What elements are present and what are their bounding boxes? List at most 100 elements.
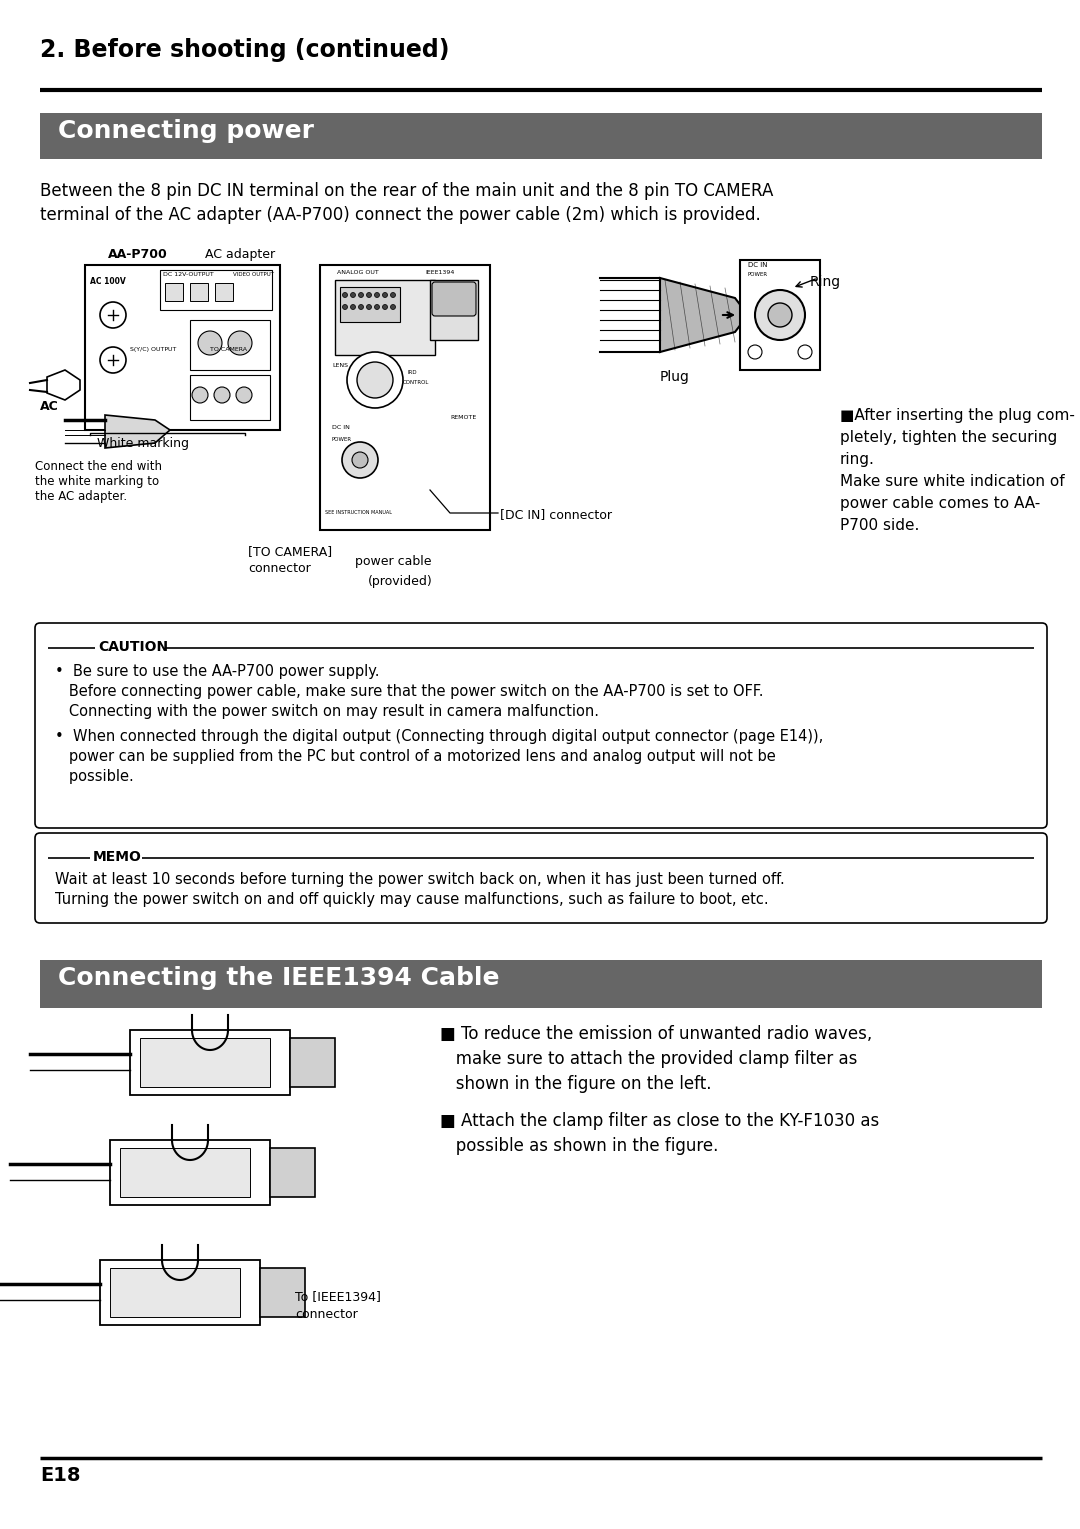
Text: ANALOG OUT: ANALOG OUT bbox=[337, 271, 379, 275]
Text: 2. Before shooting (continued): 2. Before shooting (continued) bbox=[40, 38, 449, 63]
Text: S(Y/C) OUTPUT: S(Y/C) OUTPUT bbox=[130, 347, 176, 352]
Text: AC: AC bbox=[40, 401, 58, 413]
Circle shape bbox=[768, 303, 792, 327]
Text: the AC adapter.: the AC adapter. bbox=[35, 489, 127, 503]
Text: make sure to attach the provided clamp filter as: make sure to attach the provided clamp f… bbox=[440, 1050, 858, 1067]
Text: Plug: Plug bbox=[660, 370, 690, 384]
Bar bbox=[215, 283, 233, 301]
Text: Before connecting power cable, make sure that the power switch on the AA-P700 is: Before connecting power cable, make sure… bbox=[55, 683, 764, 699]
Text: POWER: POWER bbox=[748, 272, 768, 277]
Text: AC adapter: AC adapter bbox=[205, 248, 275, 261]
Text: shown in the figure on the left.: shown in the figure on the left. bbox=[440, 1075, 712, 1093]
Polygon shape bbox=[660, 278, 748, 352]
Circle shape bbox=[192, 387, 208, 404]
Text: E18: E18 bbox=[40, 1466, 81, 1485]
Text: Wait at least 10 seconds before turning the power switch back on, when it has ju: Wait at least 10 seconds before turning … bbox=[55, 872, 785, 887]
Text: REMOTE: REMOTE bbox=[450, 414, 476, 420]
Text: Between the 8 pin DC IN terminal on the rear of the main unit and the 8 pin TO C: Between the 8 pin DC IN terminal on the … bbox=[40, 182, 773, 200]
Bar bbox=[100, 1260, 260, 1326]
Bar bbox=[120, 1148, 249, 1197]
Text: Connecting with the power switch on may result in camera malfunction.: Connecting with the power switch on may … bbox=[55, 703, 599, 719]
Circle shape bbox=[100, 347, 126, 373]
Text: White marking: White marking bbox=[97, 437, 189, 450]
Circle shape bbox=[347, 352, 403, 408]
Circle shape bbox=[391, 292, 395, 298]
Circle shape bbox=[342, 304, 348, 309]
Bar bbox=[40, 113, 1042, 159]
FancyBboxPatch shape bbox=[35, 622, 1047, 829]
Circle shape bbox=[359, 292, 364, 298]
Text: power cable comes to AA-: power cable comes to AA- bbox=[840, 495, 1040, 511]
Text: [TO CAMERA]: [TO CAMERA] bbox=[248, 544, 333, 558]
Circle shape bbox=[342, 292, 348, 298]
Text: terminal of the AC adapter (AA-P700) connect the power cable (2m) which is provi: terminal of the AC adapter (AA-P700) con… bbox=[40, 206, 760, 225]
Text: P700 side.: P700 side. bbox=[840, 518, 919, 534]
Text: MEMO: MEMO bbox=[93, 850, 141, 864]
Text: AC 100V: AC 100V bbox=[90, 277, 125, 286]
Bar bbox=[130, 1031, 291, 1095]
Text: Connecting power: Connecting power bbox=[58, 119, 314, 144]
Circle shape bbox=[237, 387, 252, 404]
Circle shape bbox=[100, 303, 126, 329]
Bar bbox=[40, 960, 1042, 1008]
Bar bbox=[140, 1038, 270, 1087]
Bar bbox=[320, 265, 490, 531]
Text: pletely, tighten the securing: pletely, tighten the securing bbox=[840, 430, 1057, 445]
Circle shape bbox=[375, 292, 379, 298]
Circle shape bbox=[214, 387, 230, 404]
Circle shape bbox=[351, 304, 355, 309]
Text: ■ To reduce the emission of unwanted radio waves,: ■ To reduce the emission of unwanted rad… bbox=[440, 1024, 873, 1043]
Circle shape bbox=[198, 330, 222, 355]
Text: connector: connector bbox=[295, 1307, 357, 1321]
Text: ■ Attach the clamp filter as close to the KY-F1030 as: ■ Attach the clamp filter as close to th… bbox=[440, 1112, 879, 1130]
Text: CAUTION: CAUTION bbox=[98, 641, 168, 654]
Circle shape bbox=[382, 304, 388, 309]
Text: Turning the power switch on and off quickly may cause malfunctions, such as fail: Turning the power switch on and off quic… bbox=[55, 891, 769, 907]
Bar bbox=[270, 1148, 315, 1197]
Bar bbox=[165, 283, 183, 301]
Text: DC IN: DC IN bbox=[332, 425, 350, 430]
Circle shape bbox=[366, 304, 372, 309]
Bar bbox=[190, 375, 270, 420]
Circle shape bbox=[798, 346, 812, 359]
Circle shape bbox=[755, 291, 805, 339]
Circle shape bbox=[748, 346, 762, 359]
Text: possible as shown in the figure.: possible as shown in the figure. bbox=[440, 1138, 718, 1154]
Text: Connecting the IEEE1394 Cable: Connecting the IEEE1394 Cable bbox=[58, 966, 499, 989]
Text: TO CAMERA: TO CAMERA bbox=[210, 347, 247, 352]
Text: IRD: IRD bbox=[408, 370, 418, 375]
Text: AA-P700: AA-P700 bbox=[108, 248, 167, 261]
Circle shape bbox=[351, 292, 355, 298]
Text: (provided): (provided) bbox=[368, 575, 433, 589]
Bar bbox=[260, 1268, 305, 1316]
Text: the white marking to: the white marking to bbox=[35, 476, 159, 488]
Bar bbox=[110, 1268, 240, 1316]
Bar bbox=[160, 271, 272, 310]
Circle shape bbox=[357, 362, 393, 398]
Text: IEEE1394: IEEE1394 bbox=[426, 271, 455, 275]
Circle shape bbox=[375, 304, 379, 309]
Polygon shape bbox=[48, 370, 80, 401]
Text: To [IEEE1394]: To [IEEE1394] bbox=[295, 1290, 381, 1303]
Bar bbox=[190, 320, 270, 370]
Circle shape bbox=[391, 304, 395, 309]
Text: ■After inserting the plug com-: ■After inserting the plug com- bbox=[840, 408, 1075, 424]
Bar bbox=[430, 280, 478, 339]
Bar bbox=[190, 283, 208, 301]
Text: POWER: POWER bbox=[332, 437, 352, 442]
Text: CONTROL: CONTROL bbox=[403, 381, 430, 385]
Text: [DC IN] connector: [DC IN] connector bbox=[500, 508, 612, 521]
Circle shape bbox=[359, 304, 364, 309]
Text: VIDEO OUTPUT: VIDEO OUTPUT bbox=[233, 272, 274, 277]
FancyBboxPatch shape bbox=[35, 833, 1047, 924]
Text: Ring: Ring bbox=[810, 275, 841, 289]
Bar bbox=[85, 265, 280, 430]
Circle shape bbox=[342, 442, 378, 479]
Circle shape bbox=[366, 292, 372, 298]
Bar bbox=[291, 1038, 335, 1087]
Text: SEE INSTRUCTION MANUAL: SEE INSTRUCTION MANUAL bbox=[325, 511, 392, 515]
Bar bbox=[335, 280, 435, 355]
Text: ring.: ring. bbox=[840, 453, 875, 466]
Bar bbox=[340, 287, 400, 323]
Text: Connect the end with: Connect the end with bbox=[35, 460, 162, 472]
